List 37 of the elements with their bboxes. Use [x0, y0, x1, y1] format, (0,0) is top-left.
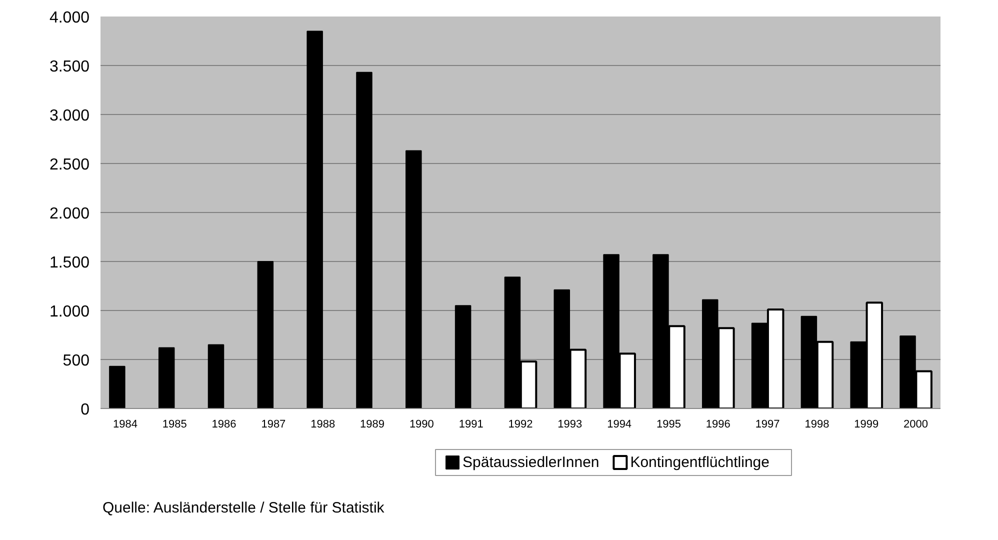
x-tick-label: 1984 — [112, 418, 138, 430]
x-tick-label: 1999 — [854, 418, 879, 430]
x-tick-label: 1988 — [310, 418, 336, 430]
x-tick-label: 1990 — [409, 418, 434, 430]
bar — [158, 347, 175, 408]
bar — [306, 30, 323, 408]
y-tick-label: 4.000 — [49, 10, 90, 26]
x-tick-label: 1998 — [804, 418, 830, 430]
bar — [406, 150, 422, 408]
x-tick-label: 1994 — [607, 418, 632, 430]
y-tick-label: 500 — [62, 352, 90, 370]
x-tick-label: 1987 — [261, 418, 286, 430]
x-tick-label: 1986 — [212, 418, 236, 430]
bar — [257, 261, 274, 408]
x-tick-label: 1992 — [508, 418, 533, 430]
x-tick-label: 1995 — [656, 418, 681, 430]
x-tick-label: 1993 — [558, 418, 582, 430]
y-tick-label: 1.500 — [49, 254, 90, 272]
y-tick-label: 1.000 — [49, 304, 90, 320]
x-tick-label: 1996 — [706, 418, 730, 430]
y-tick-label: 0 — [80, 402, 90, 418]
source-note: Quelle: Ausländerstelle / Stelle für Statistik — [102, 500, 385, 516]
y-tick-label: 3.000 — [49, 108, 90, 124]
bar — [454, 305, 472, 408]
x-tick-label: 2000 — [904, 418, 928, 430]
bar — [356, 72, 372, 408]
y-tick-label: 2.500 — [49, 156, 90, 174]
x-tick-label: 1989 — [360, 418, 385, 430]
bar — [208, 344, 224, 408]
x-tick-label: 1997 — [755, 418, 780, 430]
y-tick-label: 2.000 — [49, 206, 90, 222]
x-tick-label: 1985 — [162, 418, 187, 430]
bar — [109, 366, 126, 408]
x-tick-label: 1991 — [458, 418, 484, 430]
legend-label: SpätaussiedlerInnen — [462, 454, 600, 471]
legend-label: Kontingentflüchtlinge — [630, 454, 770, 471]
y-tick-label: 3.500 — [49, 58, 90, 76]
